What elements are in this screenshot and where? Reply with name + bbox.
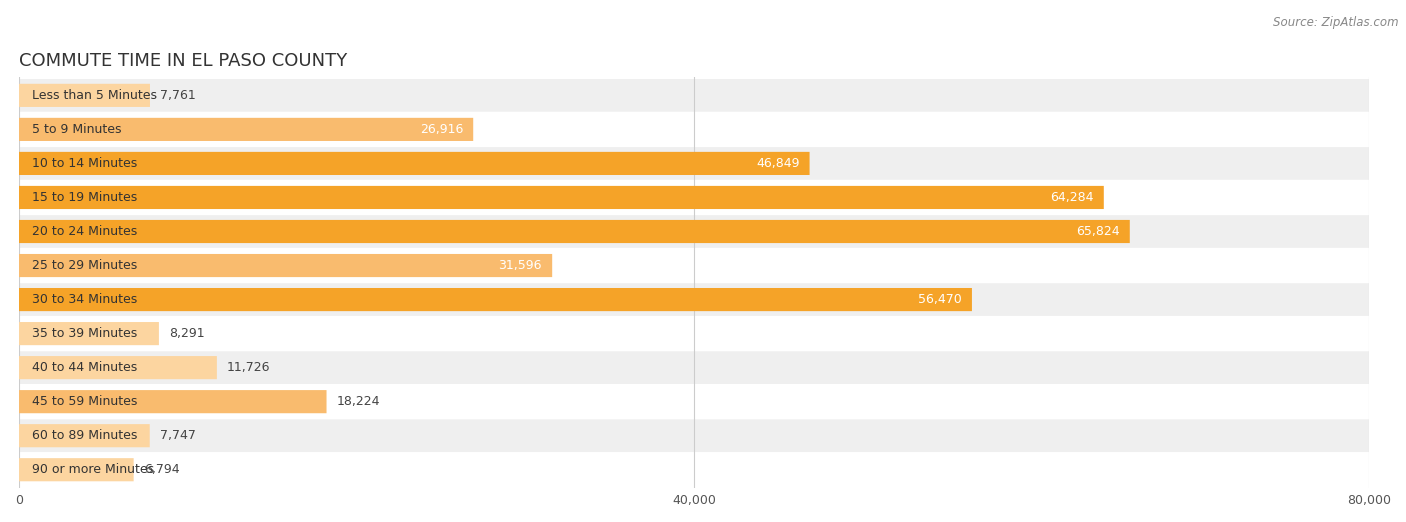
FancyBboxPatch shape <box>20 385 1369 418</box>
FancyBboxPatch shape <box>20 249 1369 282</box>
FancyBboxPatch shape <box>20 454 1369 486</box>
Text: 65,824: 65,824 <box>1076 225 1119 238</box>
FancyBboxPatch shape <box>20 186 1104 209</box>
FancyBboxPatch shape <box>20 322 159 345</box>
Text: 64,284: 64,284 <box>1050 191 1094 204</box>
Text: Source: ZipAtlas.com: Source: ZipAtlas.com <box>1274 16 1399 29</box>
FancyBboxPatch shape <box>20 317 1369 350</box>
Text: 45 to 59 Minutes: 45 to 59 Minutes <box>32 395 138 408</box>
FancyBboxPatch shape <box>20 79 1369 112</box>
Text: 25 to 29 Minutes: 25 to 29 Minutes <box>32 259 138 272</box>
Text: 31,596: 31,596 <box>499 259 543 272</box>
FancyBboxPatch shape <box>20 351 1369 384</box>
Text: COMMUTE TIME IN EL PASO COUNTY: COMMUTE TIME IN EL PASO COUNTY <box>20 52 347 69</box>
Text: 15 to 19 Minutes: 15 to 19 Minutes <box>32 191 138 204</box>
FancyBboxPatch shape <box>20 181 1369 214</box>
FancyBboxPatch shape <box>20 84 150 107</box>
FancyBboxPatch shape <box>20 147 1369 180</box>
Text: 7,747: 7,747 <box>160 429 195 442</box>
Text: 26,916: 26,916 <box>420 123 463 136</box>
Text: 60 to 89 Minutes: 60 to 89 Minutes <box>32 429 138 442</box>
Text: Less than 5 Minutes: Less than 5 Minutes <box>32 89 157 102</box>
FancyBboxPatch shape <box>20 356 217 379</box>
FancyBboxPatch shape <box>20 215 1369 248</box>
FancyBboxPatch shape <box>20 419 1369 452</box>
Text: 35 to 39 Minutes: 35 to 39 Minutes <box>32 327 138 340</box>
FancyBboxPatch shape <box>20 288 972 311</box>
Text: 10 to 14 Minutes: 10 to 14 Minutes <box>32 157 138 170</box>
Text: 90 or more Minutes: 90 or more Minutes <box>32 463 155 476</box>
FancyBboxPatch shape <box>20 254 553 277</box>
Text: 8,291: 8,291 <box>169 327 205 340</box>
Text: 30 to 34 Minutes: 30 to 34 Minutes <box>32 293 138 306</box>
Text: 7,761: 7,761 <box>160 89 195 102</box>
FancyBboxPatch shape <box>20 152 810 175</box>
Text: 6,794: 6,794 <box>143 463 180 476</box>
FancyBboxPatch shape <box>20 283 1369 316</box>
Text: 18,224: 18,224 <box>336 395 380 408</box>
FancyBboxPatch shape <box>20 113 1369 146</box>
FancyBboxPatch shape <box>20 424 149 447</box>
Text: 40 to 44 Minutes: 40 to 44 Minutes <box>32 361 138 374</box>
Text: 11,726: 11,726 <box>226 361 270 374</box>
FancyBboxPatch shape <box>20 220 1130 243</box>
FancyBboxPatch shape <box>20 118 474 141</box>
Text: 5 to 9 Minutes: 5 to 9 Minutes <box>32 123 122 136</box>
Text: 46,849: 46,849 <box>756 157 800 170</box>
FancyBboxPatch shape <box>20 458 134 481</box>
FancyBboxPatch shape <box>20 390 326 413</box>
Text: 56,470: 56,470 <box>918 293 962 306</box>
Text: 20 to 24 Minutes: 20 to 24 Minutes <box>32 225 138 238</box>
